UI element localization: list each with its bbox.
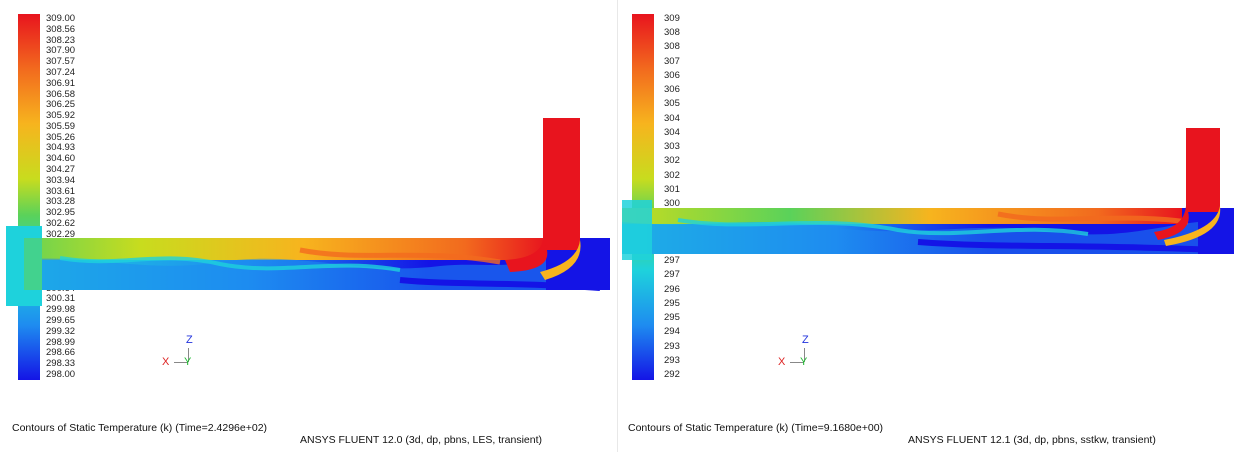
colorbar-tick-label: 304: [664, 126, 680, 138]
temperature-colorbar: [632, 14, 654, 380]
axis-y-label: Y: [800, 356, 808, 368]
colorbar-tick-label: 296: [664, 283, 680, 295]
colorbar-tick-label: 293: [664, 354, 680, 366]
colorbar-tick-label: 299.32: [46, 325, 76, 337]
temperature-contour-plot: [6, 118, 610, 306]
colorbar-tick-label: 308: [664, 41, 680, 53]
colorbar-tick-label: 295: [664, 312, 680, 324]
colorbar-tick-label: 304.27: [46, 164, 76, 176]
contour-caption: Contours of Static Temperature (k) (Time…: [628, 422, 884, 434]
colorbar-tick-label: 298.00: [46, 369, 76, 380]
colorbar-tick-label: 302: [664, 155, 680, 167]
colorbar-tick-label: 306.25: [46, 99, 76, 111]
colorbar-tick-label: 308.23: [46, 34, 76, 46]
solver-info: ANSYS FLUENT 12.0 (3d, dp, pbns, LES, tr…: [300, 434, 543, 446]
temperature-contour-plot: [622, 128, 1234, 260]
colorbar-tick-label: 299.98: [46, 304, 76, 316]
colorbar-tick-label: 306.58: [46, 88, 76, 100]
colorbar-tick-label: 305.59: [46, 120, 76, 132]
colorbar-tick-label: 300: [664, 198, 680, 210]
colorbar-tick-label: 303: [664, 141, 680, 153]
colorbar-tick-label: 304.60: [46, 153, 76, 165]
colorbar-tick-label: 303.94: [46, 174, 76, 186]
colorbar-tick-label: 302.95: [46, 207, 76, 219]
colorbar-tick-label: 298.66: [46, 347, 76, 359]
colorbar-tick-label: 297: [664, 269, 680, 281]
colorbar-tick-label: 303.28: [46, 196, 76, 208]
colorbar-tick-label: 303.61: [46, 185, 76, 197]
colorbar-tick-label: 307: [664, 55, 680, 67]
colorbar-tick-label: 301: [664, 183, 680, 195]
colorbar-tick-label: 306.91: [46, 77, 76, 89]
colorbar-tick-label: 297: [664, 255, 680, 267]
colorbar-tick-label: 295: [664, 297, 680, 309]
colorbar-tick-label: 308.56: [46, 23, 76, 35]
axis-z-label: Z: [186, 334, 193, 346]
axis-z-label: Z: [802, 334, 809, 346]
right-contour-panel: 309 308 308 307 306 306 305 304 304 303 302 302 301 3…: [618, 0, 1235, 452]
colorbar-tick-label: 299.65: [46, 315, 76, 327]
axis-x-label: X: [162, 356, 170, 368]
colorbar-tick-label: 309.00: [46, 13, 76, 24]
colorbar-tick-label: 305.26: [46, 131, 76, 143]
colorbar-tick-label: 294: [664, 326, 680, 338]
colorbar-tick-label: 308: [664, 27, 680, 39]
left-contour-panel: 309.00 308.56 308.23 307.90 307.57 307.24 306.…: [0, 0, 617, 452]
colorbar-tick-label: 305.92: [46, 110, 76, 122]
colorbar-tick-label: 300.31: [46, 293, 76, 305]
colorbar-tick-label: 307.57: [46, 56, 76, 68]
colorbar-tick-label: 307.90: [46, 45, 76, 57]
colorbar-tick-label: 305: [664, 98, 680, 110]
axis-x-label: X: [778, 356, 786, 368]
colorbar-tick-label: 302.29: [46, 228, 76, 240]
contour-caption: Contours of Static Temperature (k) (Time…: [12, 422, 268, 434]
colorbar-tick-label: 304.93: [46, 142, 76, 154]
colorbar-tick-label: 306: [664, 69, 680, 81]
colorbar-tick-label: 309: [664, 13, 680, 24]
colorbar-tick-label: 298.99: [46, 336, 76, 348]
solver-info: ANSYS FLUENT 12.1 (3d, dp, pbns, sstkw, …: [908, 434, 1156, 446]
colorbar-tick-label: 293: [664, 340, 680, 352]
colorbar-tick-label: 302: [664, 169, 680, 181]
colorbar-tick-label: 292: [664, 369, 680, 380]
colorbar-tick-label: 306: [664, 84, 680, 96]
axis-y-label: Y: [184, 356, 192, 368]
colorbar-tick-label: 307.24: [46, 66, 76, 78]
panel-divider: [617, 0, 618, 452]
colorbar-tick-label: 304: [664, 112, 680, 124]
colorbar-tick-label: 298.33: [46, 358, 76, 370]
colorbar-tick-label: 302.62: [46, 217, 76, 229]
